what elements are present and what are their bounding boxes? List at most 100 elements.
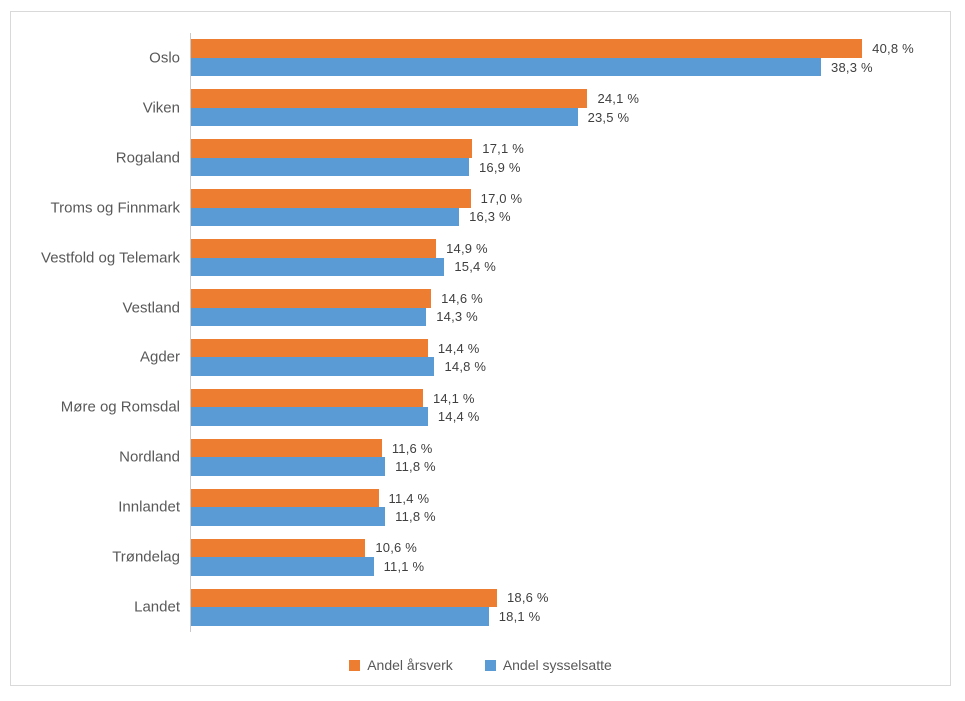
- category-row: Møre og Romsdal 14,1 % 14,4 %: [61, 382, 946, 432]
- category-label: Vestfold og Telemark: [41, 249, 180, 267]
- bar-andel-arsverk: [191, 39, 863, 58]
- bar-andel-arsverk: [191, 588, 497, 608]
- category-row: Oslo 40,8 % 38,3 %: [149, 33, 946, 83]
- category-label: Rogaland: [115, 149, 180, 167]
- chart-frame: Oslo 40,8 % 38,3 % Viken 24,1 % 23,5 % Rogalan…: [10, 11, 951, 686]
- value-label: 10,6 %: [375, 540, 418, 556]
- value-label: 11,8 %: [395, 509, 436, 524]
- category-label: Innlandet: [118, 498, 180, 516]
- value-label: 14,4 %: [437, 409, 480, 425]
- category-row: Innlandet 11,4 % 11,8 %: [118, 482, 946, 532]
- bar-line: 14,8 %: [191, 357, 946, 376]
- category-row: Agder 14,4 % 14,8 %: [140, 333, 946, 383]
- bar-andel-sysselsatte: [191, 507, 386, 526]
- category-row: Trøndelag 10,6 % 11,1 %: [112, 532, 946, 582]
- bar-andel-sysselsatte: [191, 107, 578, 127]
- legend: Andel årsverk Andel sysselsatte: [11, 657, 950, 673]
- category-label: Viken: [142, 99, 180, 117]
- bar-line: 11,6 %: [191, 438, 946, 458]
- bar-andel-arsverk: [191, 438, 382, 458]
- value-label: 16,3 %: [469, 209, 511, 225]
- bar-line: 16,9 %: [191, 157, 946, 177]
- bar-line: 40,8 %: [191, 39, 946, 58]
- category-row: Nordland 11,6 % 11,8 %: [119, 432, 946, 482]
- legend-item-andel-sysselsatte: Andel sysselsatte: [484, 657, 612, 673]
- bar-andel-arsverk: [191, 189, 471, 208]
- bar-line: 14,4 %: [191, 338, 946, 358]
- bar-line: 11,8 %: [191, 507, 946, 526]
- bar-andel-sysselsatte: [191, 607, 489, 626]
- category-label: Oslo: [149, 49, 180, 67]
- bar-andel-sysselsatte: [191, 307, 427, 327]
- bar-line: 17,1 %: [191, 139, 946, 158]
- value-label: 14,8 %: [444, 359, 487, 375]
- bar-line: 16,3 %: [191, 207, 946, 227]
- bar-line: 14,3 %: [191, 307, 946, 327]
- value-label: 11,4 %: [388, 490, 430, 506]
- bar-andel-arsverk: [191, 488, 379, 508]
- category-row: Rogaland 17,1 % 16,9 %: [116, 133, 946, 183]
- bar-andel-arsverk: [191, 289, 432, 308]
- value-label: 17,0 %: [480, 190, 523, 206]
- value-label: 16,9 %: [479, 159, 521, 175]
- bar-line: 15,4 %: [191, 257, 946, 277]
- bar-andel-arsverk: [191, 538, 366, 558]
- bar-line: 14,4 %: [191, 407, 946, 426]
- bar-andel-sysselsatte: [191, 257, 445, 277]
- bar-andel-sysselsatte: [191, 157, 469, 177]
- category-label: Vestland: [122, 299, 180, 317]
- value-label: 11,1 %: [383, 558, 425, 574]
- bar-andel-sysselsatte: [191, 57, 822, 77]
- value-label: 14,6 %: [441, 290, 483, 306]
- bar-andel-arsverk: [191, 89, 588, 108]
- bar-andel-arsverk: [191, 239, 437, 258]
- bar-andel-arsverk: [191, 139, 473, 158]
- bar-line: 24,1 %: [191, 89, 946, 108]
- category-label: Landet: [134, 598, 180, 616]
- bar-line: 14,9 %: [191, 239, 946, 258]
- value-label: 40,8 %: [872, 41, 914, 57]
- bar-line: 18,6 %: [191, 588, 946, 608]
- bar-andel-arsverk: [191, 388, 423, 408]
- bar-andel-arsverk: [191, 338, 428, 358]
- bar-andel-sysselsatte: [191, 457, 386, 476]
- bar-line: 38,3 %: [191, 57, 946, 77]
- category-label: Agder: [139, 348, 180, 366]
- value-label: 38,3 %: [831, 59, 873, 75]
- category-row: Landet 18,6 % 18,1 %: [134, 582, 946, 632]
- legend-swatch-andel-sysselsatte: [484, 659, 496, 671]
- value-label: 11,8 %: [395, 459, 436, 475]
- bar-line: 10,6 %: [191, 538, 946, 558]
- bar-andel-sysselsatte: [191, 407, 428, 426]
- bar-line: 11,8 %: [191, 457, 946, 476]
- value-label: 18,6 %: [506, 590, 549, 606]
- value-label: 14,1 %: [432, 390, 475, 406]
- value-label: 11,6 %: [391, 440, 433, 456]
- bar-line: 11,1 %: [191, 557, 946, 576]
- value-label: 15,4 %: [454, 259, 497, 275]
- legend-label-andel-arsverk: Andel årsverk: [367, 657, 453, 673]
- value-label: 18,1 %: [498, 608, 541, 624]
- category-label: Nordland: [119, 448, 180, 466]
- legend-label-andel-sysselsatte: Andel sysselsatte: [502, 657, 612, 673]
- value-label: 14,9 %: [446, 240, 488, 256]
- bar-line: 23,5 %: [191, 107, 946, 127]
- bar-line: 14,6 %: [191, 289, 946, 308]
- category-label: Møre og Romsdal: [60, 398, 180, 416]
- value-label: 23,5 %: [587, 109, 630, 125]
- value-label: 14,3 %: [436, 309, 478, 325]
- value-label: 14,4 %: [437, 340, 480, 356]
- category-row: Vestland 14,6 % 14,3 %: [122, 283, 946, 333]
- bar-line: 17,0 %: [191, 189, 946, 208]
- plot-area: Oslo 40,8 % 38,3 % Viken 24,1 % 23,5 % Rogalan…: [41, 33, 946, 632]
- legend-swatch-andel-arsverk: [349, 659, 361, 671]
- bar-line: 11,4 %: [191, 488, 946, 508]
- category-row: Troms og Finnmark 17,0 % 16,3 %: [51, 183, 946, 233]
- category-label: Trøndelag: [112, 548, 180, 566]
- category-label: Troms og Finnmark: [50, 199, 180, 217]
- category-row: Vestfold og Telemark 14,9 % 15,4 %: [41, 233, 946, 283]
- bar-line: 18,1 %: [191, 607, 946, 626]
- bar-andel-sysselsatte: [191, 557, 374, 576]
- bar-andel-sysselsatte: [191, 207, 460, 227]
- category-axis-line: [190, 33, 191, 632]
